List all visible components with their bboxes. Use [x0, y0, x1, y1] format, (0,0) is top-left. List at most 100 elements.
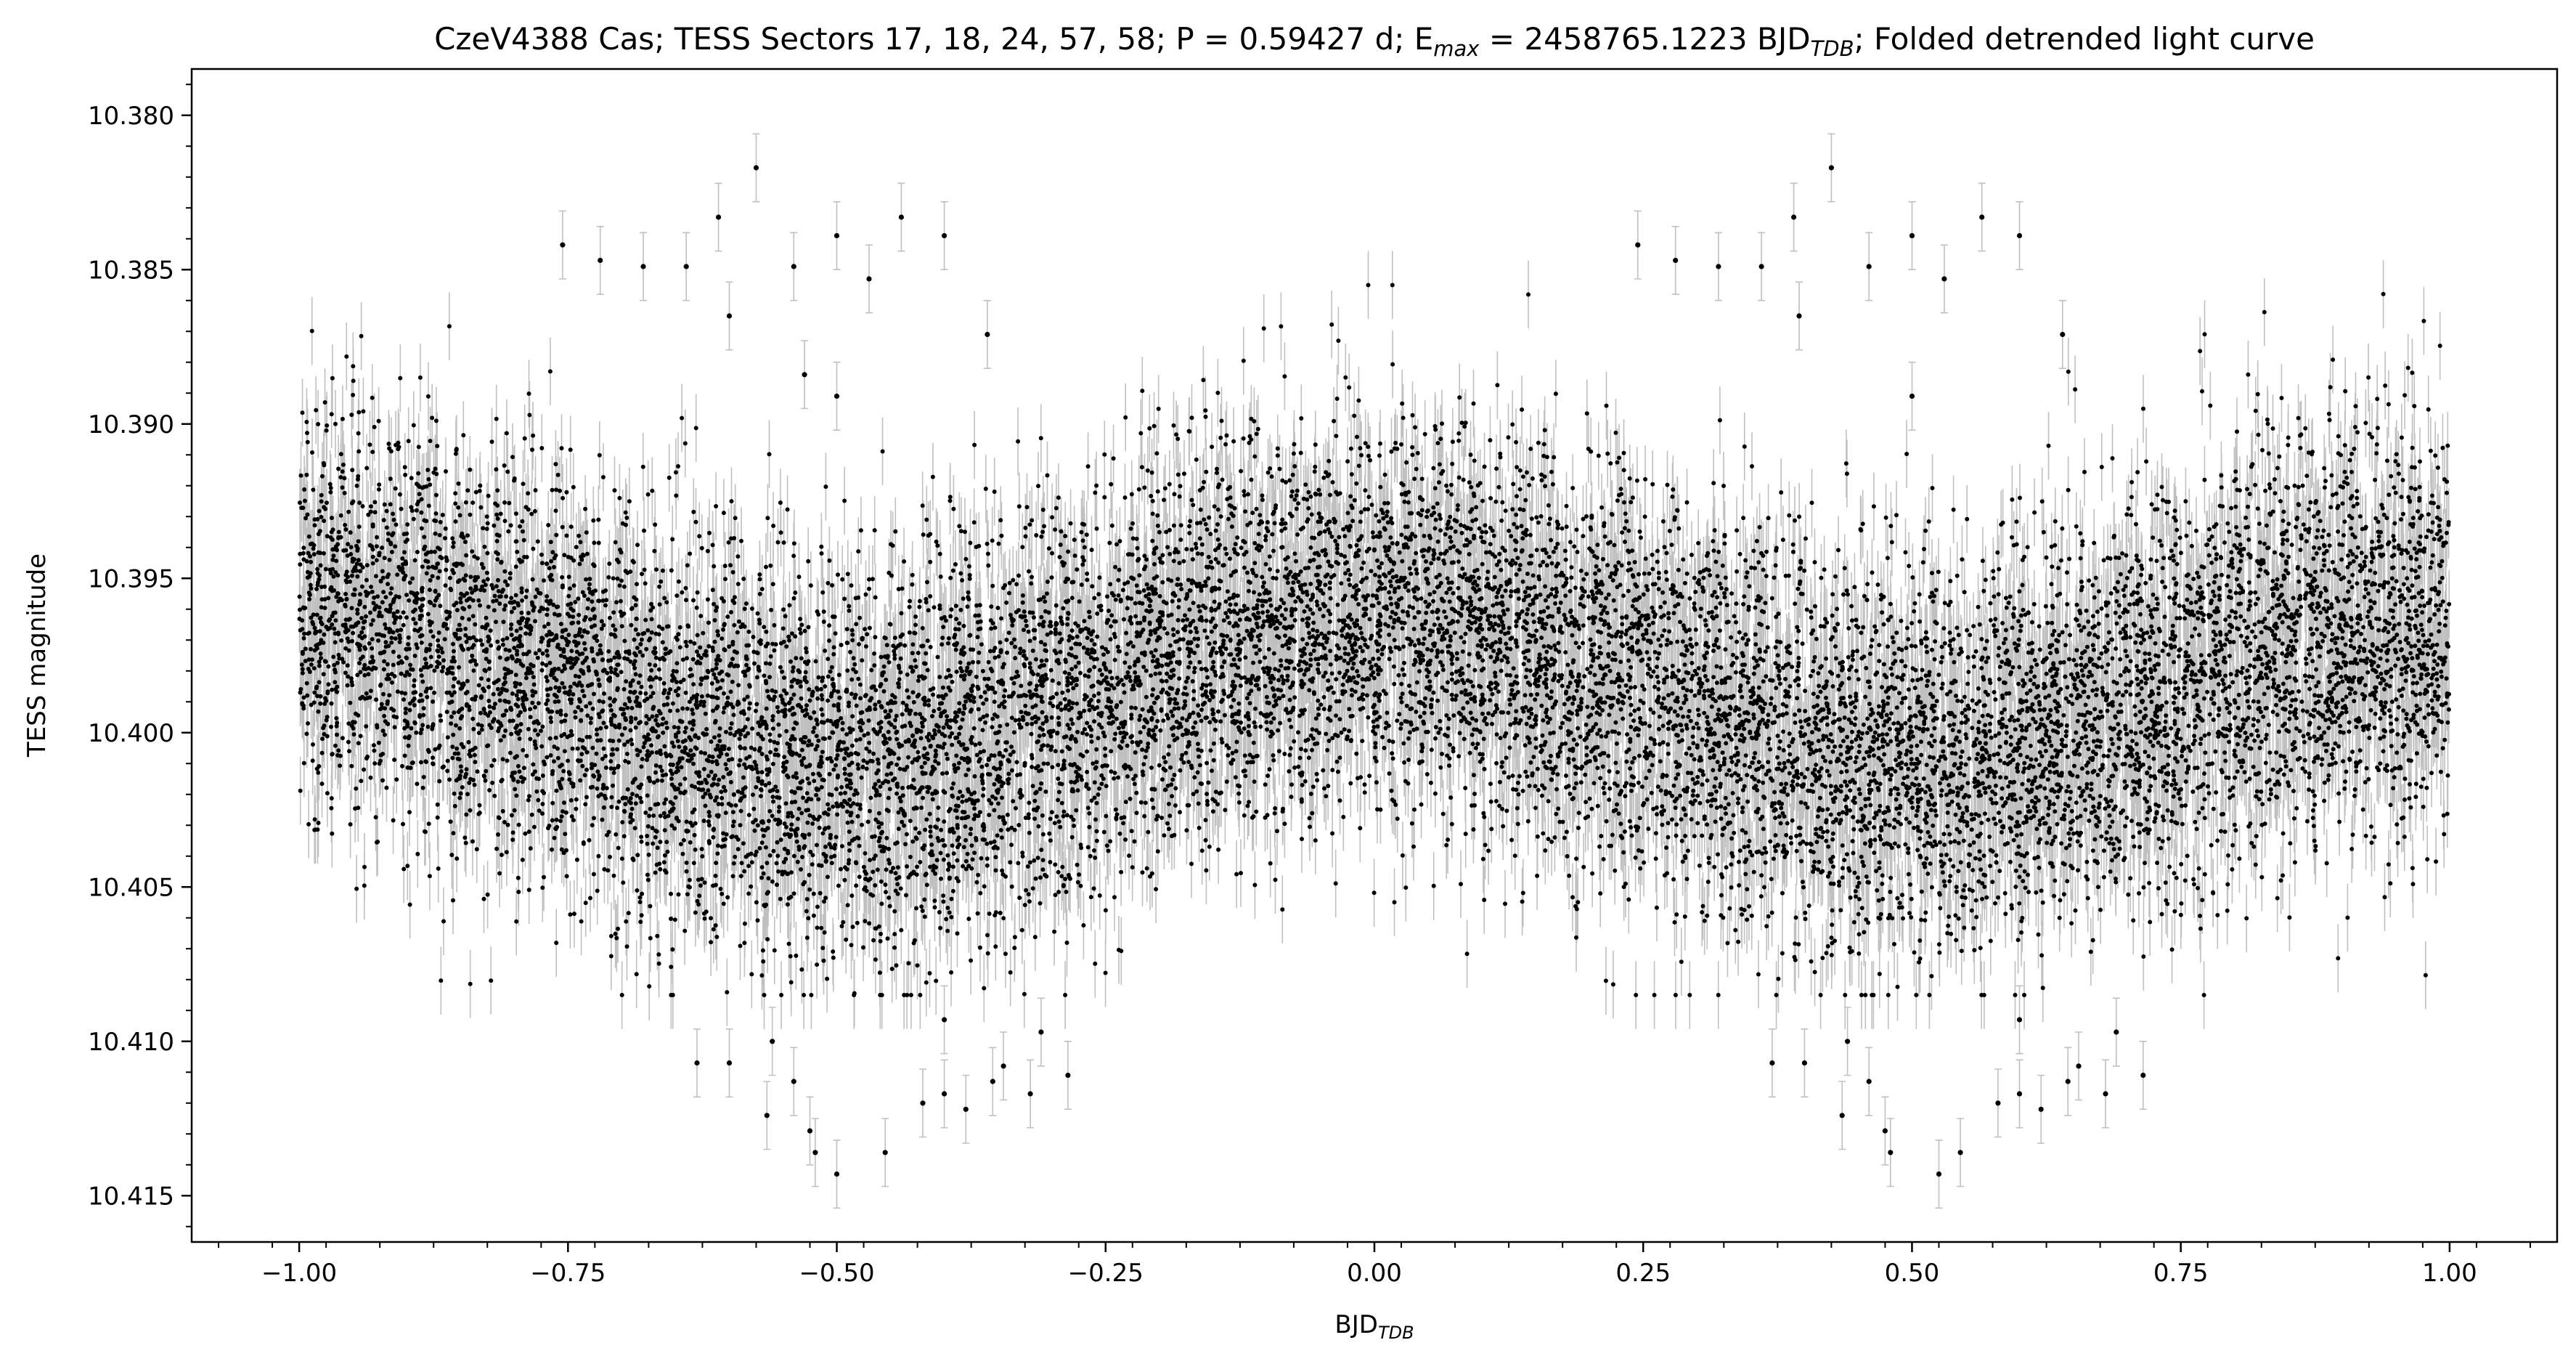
data-point: [2221, 726, 2226, 731]
data-point: [1281, 694, 1286, 699]
data-point: [495, 639, 500, 644]
data-point: [2445, 720, 2450, 725]
data-point: [549, 559, 554, 564]
data-point: [2028, 678, 2033, 683]
data-point: [1324, 794, 1329, 799]
data-point: [906, 875, 911, 880]
data-point: [782, 675, 786, 681]
data-point: [1235, 623, 1240, 628]
data-point: [2399, 495, 2404, 500]
data-point: [1399, 681, 1404, 686]
data-point: [937, 910, 942, 914]
data-point: [937, 701, 942, 706]
data-point: [329, 701, 334, 706]
data-point: [2145, 817, 2150, 821]
data-point: [2314, 683, 2319, 689]
data-point: [812, 710, 817, 715]
data-point: [2336, 956, 2341, 961]
data-point: [1480, 561, 1485, 567]
data-point: [1720, 563, 1725, 568]
data-point: [963, 556, 969, 561]
data-point: [1191, 697, 1196, 702]
data-point: [649, 743, 653, 748]
data-point: [1063, 877, 1068, 882]
data-point: [1454, 651, 1459, 656]
data-point: [548, 540, 553, 545]
data-point: [595, 638, 600, 644]
data-point: [1947, 643, 1952, 648]
data-point: [969, 843, 974, 848]
data-point: [1438, 516, 1443, 521]
data-point: [2005, 796, 2010, 801]
data-point: [1848, 694, 1853, 699]
data-point: [1536, 440, 1541, 445]
data-point: [1505, 607, 1510, 612]
data-point: [420, 785, 425, 790]
data-point: [466, 739, 471, 744]
data-point: [1870, 570, 1875, 575]
data-point: [1166, 752, 1171, 757]
data-point: [2074, 800, 2079, 805]
data-point: [370, 618, 375, 623]
data-point: [2414, 751, 2419, 756]
data-point: [668, 768, 673, 774]
data-point: [603, 588, 608, 593]
data-point: [1623, 683, 1629, 688]
data-point: [2286, 554, 2291, 559]
data-point: [319, 605, 324, 610]
data-point: [1828, 784, 1833, 789]
data-point: [1680, 639, 1685, 644]
data-point: [1864, 731, 1870, 735]
data-point: [2193, 819, 2198, 824]
data-point: [1167, 482, 1172, 487]
data-point: [1331, 630, 1336, 636]
data-point: [449, 721, 454, 726]
data-point: [2155, 861, 2160, 865]
data-point: [1205, 799, 1210, 803]
data-point: [1571, 757, 1576, 762]
data-point: [1655, 548, 1660, 553]
data-point: [317, 680, 322, 685]
data-point: [1316, 706, 1321, 711]
data-point: [2110, 656, 2115, 661]
data-point: [1584, 411, 1589, 416]
data-point: [1356, 398, 1361, 403]
data-point: [1987, 728, 1992, 734]
data-point: [754, 900, 759, 905]
data-point: [1693, 628, 1698, 632]
data-point: [1700, 782, 1705, 787]
data-point: [669, 740, 674, 745]
data-point: [2005, 648, 2010, 653]
data-point: [1867, 771, 1871, 776]
data-point: [1292, 497, 1297, 502]
data-point: [492, 793, 497, 798]
data-point: [1629, 500, 1634, 505]
data-point: [351, 364, 356, 369]
data-point: [1097, 667, 1102, 673]
data-point: [1684, 723, 1689, 728]
data-point: [794, 656, 799, 661]
data-point: [1094, 747, 1099, 752]
data-point: [1399, 699, 1404, 705]
data-point: [1649, 790, 1654, 795]
data-point: [1535, 766, 1540, 771]
data-point: [1483, 843, 1488, 848]
data-point: [1351, 585, 1356, 590]
data-point: [1296, 662, 1301, 667]
data-point: [759, 770, 765, 775]
data-point: [653, 835, 658, 840]
data-point: [1227, 556, 1232, 561]
data-point: [1356, 463, 1361, 468]
data-point: [368, 689, 373, 694]
data-point: [715, 629, 720, 634]
data-point: [2379, 671, 2384, 676]
data-point: [1374, 513, 1379, 518]
data-point: [309, 646, 313, 651]
data-point: [1390, 625, 1395, 630]
data-point: [1186, 654, 1191, 659]
data-point: [621, 880, 626, 885]
data-point: [2407, 796, 2412, 801]
data-point: [648, 806, 653, 811]
data-point: [1058, 615, 1063, 620]
